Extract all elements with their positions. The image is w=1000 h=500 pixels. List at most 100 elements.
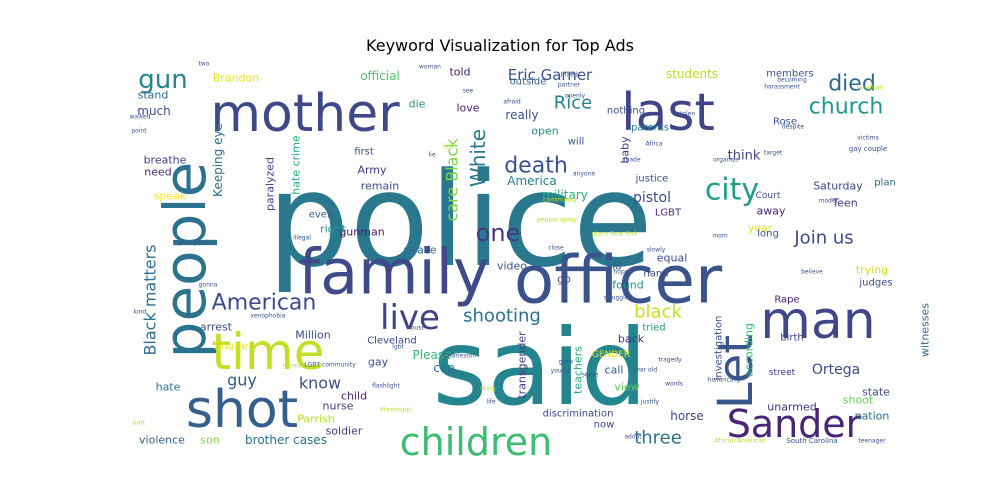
word-will: will — [568, 137, 585, 148]
word-love: love — [456, 102, 479, 115]
word-africa: Africa — [645, 141, 662, 148]
word-outside: outside — [510, 77, 547, 88]
word-mother: mother — [210, 84, 400, 144]
word-serve: serve — [582, 372, 599, 379]
word-people: people — [151, 162, 219, 359]
word-gun: gun — [138, 65, 187, 95]
word-hate: hate — [156, 381, 181, 394]
word-see: see — [463, 88, 474, 95]
word-students: students — [666, 67, 718, 81]
word-first: first — [354, 147, 374, 158]
word-charleston: Charleston — [444, 353, 477, 360]
word-video: video — [497, 260, 527, 273]
word-cleveland: Cleveland — [367, 336, 417, 347]
word-let: Let — [708, 335, 764, 409]
word-lgbt: LGBT — [655, 208, 682, 219]
word-nurse: nurse — [323, 400, 354, 413]
word-life: life — [486, 399, 495, 406]
word-stolen: stolen — [677, 111, 696, 118]
word-think: think — [728, 149, 761, 164]
word-prompted: prompted — [178, 240, 208, 247]
word-speak: speak — [154, 190, 187, 203]
word-united: United — [558, 72, 578, 79]
word-target: target — [764, 150, 783, 157]
word-unarmed: unarmed — [767, 401, 816, 414]
word-discrimination: discrimination — [543, 409, 614, 420]
word-part: part — [133, 420, 146, 427]
word-hate-crime: hate crime — [290, 135, 303, 195]
word-pistol: pistol — [633, 190, 671, 206]
word-gay: gay — [368, 356, 389, 369]
word-historically: historically — [708, 377, 741, 384]
word-teenager: teenager — [858, 438, 886, 445]
word-shane: Shane — [214, 340, 249, 353]
word-go: go — [557, 273, 571, 286]
word-military: military — [542, 188, 588, 202]
word-official: official — [360, 69, 400, 83]
word-time: time — [212, 323, 325, 381]
word-birth: birth — [780, 333, 804, 344]
word-found: found — [612, 279, 644, 292]
word-call: call — [605, 364, 624, 377]
word-lgbt-community: LGBT community — [304, 362, 356, 369]
word-child: child — [341, 390, 367, 403]
word-rose: Rose — [773, 117, 797, 128]
word-shoot: shoot — [843, 394, 874, 407]
word-words: words — [665, 381, 683, 388]
word-close: close — [548, 245, 564, 252]
word-year-old: year old — [633, 367, 658, 374]
word-thing: thing — [480, 386, 496, 393]
word-died: died — [828, 72, 876, 97]
word-made: made — [623, 157, 640, 164]
word-breathe: breathe — [144, 154, 187, 167]
word-soldier: soldier — [326, 425, 363, 438]
word-point: point — [131, 128, 147, 135]
word-street: street — [769, 368, 796, 378]
word-man: man — [760, 291, 875, 351]
word-flashlight: flashlight — [372, 383, 400, 390]
word-three: three — [634, 428, 682, 449]
word-one: one — [476, 219, 521, 247]
chart-title: Keyword Visualization for Top Ads — [366, 36, 634, 55]
word-black-matters: Black matters — [141, 244, 160, 355]
word-gonna: gonna — [199, 282, 218, 289]
word-baby: baby — [619, 136, 632, 164]
word-remain: remain — [361, 180, 400, 193]
word-year: year — [748, 222, 773, 235]
word-xenophobia: xenophobia — [251, 313, 286, 320]
word-investigation: investigation — [714, 316, 725, 381]
word-need: need — [144, 166, 172, 179]
word-much: much — [137, 104, 171, 118]
word-officer: officer — [514, 242, 723, 319]
word-open: open — [531, 125, 558, 138]
word-community: community — [543, 197, 577, 204]
word-violence: violence — [139, 434, 185, 447]
word-justify: justify — [640, 399, 660, 406]
word-mom: mom — [712, 233, 728, 240]
word-sander: Sander — [727, 402, 862, 446]
word-mississippi: Mississippi — [380, 407, 412, 414]
word-son: son — [200, 434, 219, 447]
word-tried: tried — [642, 323, 665, 334]
word-pepper-spray: pepper spray — [537, 217, 577, 224]
word-lgbt: lgbt — [392, 344, 404, 351]
word-believe: believe — [801, 269, 823, 276]
word-keeping-eye: Keeping eye — [211, 123, 225, 197]
word-eric-garner: Eric Garner — [508, 66, 593, 84]
word-model: model — [819, 198, 838, 205]
word-city: city — [705, 173, 759, 208]
word-kid: kid — [607, 262, 622, 273]
word-horse: horse — [670, 409, 704, 423]
word-afraid: afraid — [503, 99, 521, 106]
word-lie: lie — [428, 152, 435, 159]
word-hope: hope — [614, 269, 629, 276]
word-tragedy: tragedy — [658, 357, 682, 364]
word-brother-cases: brother cases — [245, 433, 327, 447]
word-right: right — [320, 223, 347, 236]
word-state: state — [862, 386, 890, 399]
word-paralyzed: paralyzed — [264, 157, 277, 211]
word-fire: fire — [443, 144, 453, 151]
word-now: now — [594, 420, 615, 431]
word-peace: peace — [403, 244, 437, 257]
